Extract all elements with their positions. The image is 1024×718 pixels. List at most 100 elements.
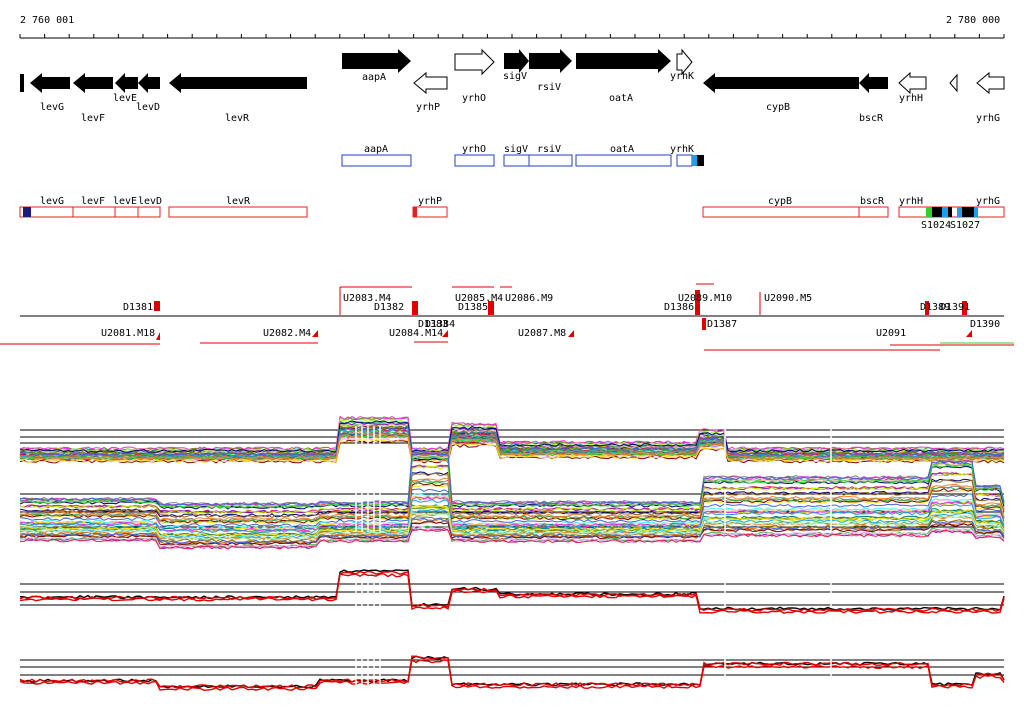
gene-label-yrhH: yrhH [899, 93, 923, 104]
box-label-yrhO: yrhO [462, 144, 486, 155]
expression-profile-line [19, 464, 1005, 514]
gene-arrow-small[interactable] [949, 73, 958, 93]
rbox-label-yrhH: yrhH [899, 196, 923, 207]
gene-arrow-levE[interactable] [115, 73, 138, 93]
rbox-label-bscR: bscR [860, 196, 885, 207]
segment-U2084.M14[interactable]: U2084.M14 [389, 328, 443, 339]
expression-profile-line [19, 498, 1005, 533]
box-label-rsiV: rsiV [537, 144, 561, 155]
segment-D1381[interactable]: D1381 [123, 302, 153, 313]
expression-profile-line [19, 465, 1005, 515]
expression-profile-line [19, 525, 1005, 548]
box-label-oatA: oatA [610, 144, 634, 155]
gene-label-yrhK: yrhK [670, 71, 694, 82]
gene-label-levR: levR [225, 113, 250, 124]
expression-profile-line [19, 452, 1005, 507]
rbox-label-levR: levR [226, 196, 251, 207]
box-label-yrhK: yrhK [670, 144, 694, 155]
gene-arrow-yrhO[interactable] [454, 48, 495, 76]
segment-D1391[interactable]: D1391 [940, 302, 970, 313]
gene-label-cypB: cypB [766, 102, 790, 113]
segment-U2081.M18[interactable]: U2081.M18 [101, 328, 155, 339]
gene-arrow-oatA[interactable] [576, 49, 671, 73]
rbox-label-levF: levF [81, 196, 105, 207]
segment-D1390[interactable]: D1390 [970, 319, 1000, 330]
gene-arrow-levG[interactable] [30, 73, 70, 93]
segment-U2087.M8[interactable]: U2087.M8 [518, 328, 566, 339]
segment-U2082.M4[interactable]: U2082.M4 [263, 328, 311, 339]
segment-U2086.M9[interactable]: U2086.M9 [505, 293, 553, 304]
expression-profile-line [19, 658, 1005, 692]
reverse-feature-track: levG levF levE levD levR yrhP cypB bscR … [19, 196, 1005, 231]
expression-profile-line [19, 420, 1005, 453]
gene-label-bscR: bscR [859, 113, 884, 124]
segment-D1385[interactable]: D1385 [458, 302, 488, 313]
ruler-ticks [19, 34, 1005, 38]
coordinate-ruler: 2 760 001 2 780 000 [19, 15, 1005, 39]
gene-label-yrhG: yrhG [976, 113, 1000, 124]
segment-U2090.M5[interactable]: U2090.M5 [764, 293, 812, 304]
rbox-label-levG: levG [40, 196, 64, 207]
expression-profile-line [19, 477, 1005, 521]
annotation-S1024: S1024 [921, 220, 951, 231]
forward-feature-track: aapA yrhO sigV rsiV oatA yrhK [341, 144, 704, 167]
box-label-sigV: sigV [504, 144, 528, 155]
segment-U2091[interactable]: U2091 [876, 328, 906, 339]
gene-label-yrhO: yrhO [462, 93, 486, 104]
expression-profile-line [19, 439, 1005, 464]
segment-U2085.M4[interactable]: U2085.M4 [455, 293, 503, 304]
expression-profile-line [19, 517, 1005, 544]
segment-D1389[interactable]: D1389 [920, 302, 950, 313]
gene-label-levD: levD [136, 102, 160, 113]
segment-D1384[interactable]: D1384 [425, 319, 455, 330]
segment-D1383[interactable]: D1383 [418, 319, 448, 330]
gene-label-levE: levE [113, 93, 137, 104]
expression-profile-line [19, 521, 1005, 546]
rbox-label-cypB: cypB [768, 196, 792, 207]
segment-D1386[interactable]: D1386 [664, 302, 694, 313]
rbox-label-levD: levD [138, 196, 162, 207]
expression-profile-line [19, 573, 1005, 614]
segment-D1382[interactable]: D1382 [374, 302, 404, 313]
expression-profile-line [19, 438, 1005, 463]
expression-profile-line [19, 512, 1005, 541]
expression-profile-line [19, 569, 1005, 611]
gene-arrow-yrhH[interactable] [898, 71, 927, 95]
gene-arrow-aapA[interactable] [342, 49, 411, 73]
expression-profile-line [19, 655, 1005, 689]
gene-label-yrhP: yrhP [416, 102, 440, 113]
rbox-label-yrhP: yrhP [418, 196, 442, 207]
gene-arrow-yrhK[interactable] [676, 48, 693, 76]
expression-profile-line [19, 488, 1005, 527]
annotation-S1027: S1027 [950, 220, 980, 231]
gene-arrow-cypB[interactable] [703, 73, 859, 93]
rbox-label-levE: levE [113, 196, 137, 207]
segment-U2089.M10[interactable]: U2089.M10 [678, 293, 732, 304]
segment-U2083.M4[interactable]: U2083.M4 [343, 293, 391, 304]
segment-D1387[interactable]: D1387 [707, 319, 737, 330]
expression-profile-line [19, 472, 1005, 519]
gene-arrow-rsiV[interactable] [529, 49, 572, 73]
gene-label-sigV: sigV [503, 71, 527, 82]
expression-profile-line [19, 427, 1005, 457]
gene-arrow-bscR[interactable] [859, 73, 888, 93]
expression-profile-line [19, 480, 1005, 523]
gene-label-levG: levG [40, 102, 64, 113]
ruler-end-label: 2 780 000 [946, 15, 1000, 26]
rbox-label-yrhG: yrhG [976, 196, 1000, 207]
gene-arrow-yrhP[interactable] [413, 71, 448, 95]
expression-profile-line [19, 570, 1005, 612]
gene-arrow-levR[interactable] [169, 73, 307, 93]
expression-profile-line [19, 456, 1005, 509]
gene-arrow-levG-ext[interactable] [20, 74, 24, 92]
gene-arrow-yrhG[interactable] [976, 71, 1005, 95]
gene-label-aapA: aapA [362, 72, 386, 83]
gene-arrow-sigV[interactable] [504, 49, 529, 73]
gene-arrow-levD[interactable] [138, 73, 160, 93]
ruler-start-label: 2 760 001 [20, 15, 74, 26]
expression-profile-panels [19, 415, 1005, 692]
gene-arrow-levF[interactable] [73, 73, 113, 93]
expression-profile-line [19, 655, 1005, 689]
